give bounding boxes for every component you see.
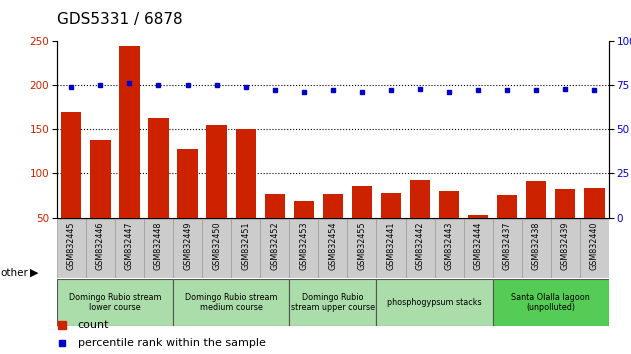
Text: GSM832454: GSM832454	[328, 222, 338, 270]
Bar	[351, 186, 372, 262]
Text: GSM832451: GSM832451	[241, 222, 250, 270]
Bar	[377, 219, 406, 278]
Text: Domingo Rubio
stream upper course: Domingo Rubio stream upper course	[291, 293, 375, 312]
Text: Domingo Rubio stream
medium course: Domingo Rubio stream medium course	[185, 293, 278, 312]
Text: Santa Olalla lagoon
(unpolluted): Santa Olalla lagoon (unpolluted)	[511, 293, 590, 312]
Bar	[406, 219, 435, 278]
Bar	[555, 188, 575, 262]
Bar	[410, 180, 430, 262]
Bar	[231, 219, 260, 278]
Bar	[497, 195, 517, 262]
Bar	[348, 219, 377, 278]
Bar	[206, 125, 227, 262]
Bar	[148, 118, 168, 262]
Text: GSM832450: GSM832450	[212, 222, 221, 270]
Bar	[439, 191, 459, 262]
Bar	[293, 201, 314, 262]
Bar	[115, 219, 144, 278]
Bar	[464, 219, 493, 278]
Text: GSM832437: GSM832437	[503, 222, 512, 270]
Bar	[580, 219, 609, 278]
Bar	[551, 219, 580, 278]
Text: Domingo Rubio stream
lower course: Domingo Rubio stream lower course	[69, 293, 161, 312]
Text: GSM832443: GSM832443	[445, 222, 454, 270]
Bar	[380, 193, 401, 262]
Text: GSM832439: GSM832439	[561, 222, 570, 270]
Bar	[260, 219, 289, 278]
Text: GSM832441: GSM832441	[386, 222, 396, 270]
Bar	[235, 129, 256, 262]
Bar	[90, 140, 110, 262]
Text: GSM832440: GSM832440	[590, 222, 599, 270]
Bar	[435, 219, 464, 278]
Bar	[119, 46, 139, 262]
Text: GSM832455: GSM832455	[357, 222, 367, 270]
Bar	[61, 112, 81, 262]
Bar	[318, 219, 348, 278]
Text: GSM832449: GSM832449	[183, 222, 192, 270]
Bar	[493, 219, 522, 278]
Text: GSM832452: GSM832452	[270, 222, 280, 270]
Text: ▶: ▶	[30, 268, 38, 278]
Bar	[468, 215, 488, 262]
Text: phosphogypsum stacks: phosphogypsum stacks	[387, 298, 482, 307]
Bar	[144, 219, 173, 278]
Bar	[264, 194, 285, 262]
Text: count: count	[78, 320, 109, 330]
Bar	[377, 279, 493, 326]
Bar	[289, 219, 318, 278]
Bar	[526, 181, 546, 262]
Bar	[86, 219, 115, 278]
Bar	[173, 219, 202, 278]
Text: GSM832448: GSM832448	[154, 222, 163, 270]
Text: GSM832438: GSM832438	[532, 222, 541, 270]
Bar	[584, 188, 604, 262]
Bar	[202, 219, 231, 278]
Text: percentile rank within the sample: percentile rank within the sample	[78, 338, 266, 348]
Text: other: other	[1, 268, 28, 278]
Text: GSM832442: GSM832442	[416, 222, 425, 270]
Bar	[57, 219, 86, 278]
Text: GSM832446: GSM832446	[96, 222, 105, 270]
Text: GDS5331 / 6878: GDS5331 / 6878	[57, 12, 182, 27]
Bar	[57, 279, 173, 326]
Bar	[322, 194, 343, 262]
Bar	[522, 219, 551, 278]
Bar	[177, 149, 198, 262]
Text: GSM832447: GSM832447	[125, 222, 134, 270]
Text: GSM832445: GSM832445	[67, 222, 76, 270]
Text: GSM832444: GSM832444	[474, 222, 483, 270]
Bar	[173, 279, 289, 326]
Bar	[289, 279, 377, 326]
Bar	[493, 279, 609, 326]
Text: GSM832453: GSM832453	[299, 222, 309, 270]
